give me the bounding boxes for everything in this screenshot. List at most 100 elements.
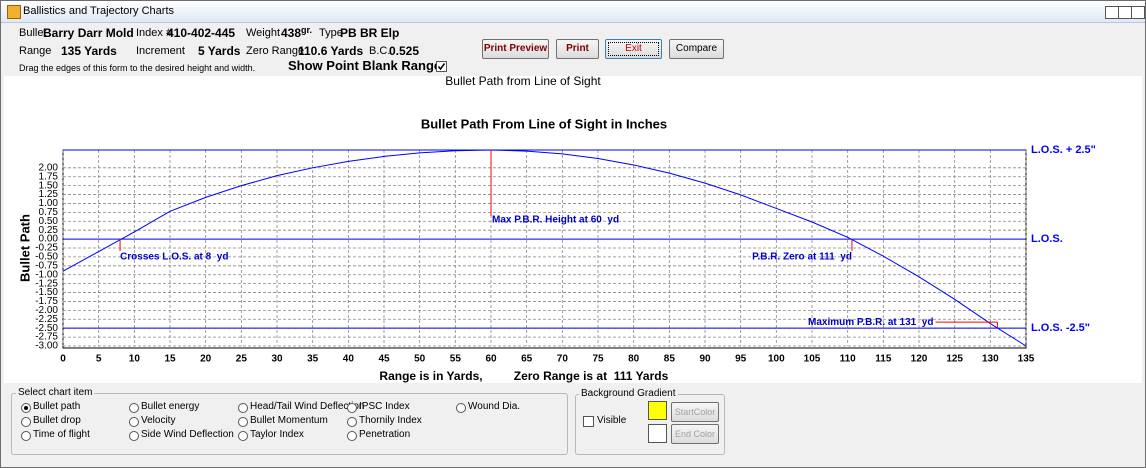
x-tick-label: 75 xyxy=(592,354,604,365)
increment-value: 5 Yards xyxy=(198,44,241,58)
exit-button[interactable]: Exit xyxy=(605,39,662,59)
chart-item-group xyxy=(11,393,568,455)
x-tick-label: 130 xyxy=(982,354,999,365)
radio-label: Bullet drop xyxy=(33,415,81,426)
show-pbr-checkbox[interactable] xyxy=(436,61,447,72)
range-value: 135 Yards xyxy=(61,44,117,58)
radio-label: Bullet Momentum xyxy=(250,415,328,426)
y-tick-label: -2.00 xyxy=(35,305,58,316)
radio-dot xyxy=(24,406,28,410)
x-axis-label: Range is in Yards, xyxy=(379,369,482,383)
window-title: Ballistics and Trajectory Charts xyxy=(23,5,174,17)
y-tick-label: -3.00 xyxy=(35,341,58,352)
type-label: Type xyxy=(319,27,343,39)
bullet-label: Bullet xyxy=(19,27,47,39)
annotation-label: Crosses L.O.S. at 8 yd xyxy=(120,252,228,263)
x-tick-label: 0 xyxy=(60,354,66,365)
y-tick-label: -1.75 xyxy=(35,296,58,307)
radio-label: Thornily Index xyxy=(359,415,422,426)
x-tick-label: 60 xyxy=(485,354,497,365)
y-axis-label: Bullet Path xyxy=(17,214,32,282)
x-tick-label: 110 xyxy=(840,354,857,365)
reference-label: L.O.S. xyxy=(1031,233,1063,245)
y-tick-label: -1.00 xyxy=(35,269,58,280)
y-tick-label: 1.25 xyxy=(39,189,59,200)
compare-button[interactable]: Compare xyxy=(669,39,724,59)
x-tick-label: 25 xyxy=(236,354,248,365)
print-preview-button[interactable]: Print Preview xyxy=(482,39,549,59)
y-tick-label: 1.00 xyxy=(39,198,59,209)
x-tick-label: 15 xyxy=(164,354,176,365)
x-tick-label: 65 xyxy=(521,354,533,365)
annotation-label: Maximum P.B.R. at 131 yd xyxy=(808,317,933,328)
x-tick-label: 10 xyxy=(129,354,141,365)
start-color-swatch[interactable] xyxy=(648,401,667,420)
radio-button[interactable] xyxy=(347,417,357,427)
radio-button[interactable] xyxy=(21,417,31,427)
radio-button[interactable] xyxy=(238,431,248,441)
y-tick-label: -0.50 xyxy=(35,252,58,263)
x-tick-label: 40 xyxy=(343,354,355,365)
x-tick-label: 50 xyxy=(414,354,426,365)
radio-button[interactable] xyxy=(238,417,248,427)
y-tick-label: -0.75 xyxy=(35,260,58,271)
type-value: PB BR Elp xyxy=(340,26,400,40)
end-color-button[interactable]: End Color xyxy=(671,424,719,444)
radio-label: Penetration xyxy=(359,429,411,440)
radio-label: Bullet energy xyxy=(141,401,200,412)
x-tick-label: 5 xyxy=(96,354,102,365)
range-label: Range xyxy=(19,45,52,57)
radio-label: Velocity xyxy=(141,415,176,426)
radio-button[interactable] xyxy=(456,403,466,413)
y-tick-label: 1.50 xyxy=(39,180,59,191)
y-tick-label: 2.00 xyxy=(39,162,59,173)
visible-checkbox[interactable] xyxy=(583,416,594,427)
chart-title: Bullet Path From Line of Sight in Inches xyxy=(421,116,667,131)
x-tick-label: 120 xyxy=(911,354,928,365)
radio-label: Wound Dia. xyxy=(468,401,521,412)
radio-button[interactable] xyxy=(347,431,357,441)
background-title: Background Gradient xyxy=(579,388,678,399)
chart: Bullet Path from Line of Sight Bullet Pa… xyxy=(4,76,1142,383)
x-tick-label: 115 xyxy=(875,354,892,365)
y-tick-label: -2.25 xyxy=(35,314,58,325)
y-tick-label: 0.50 xyxy=(39,216,59,227)
x-tick-label: 55 xyxy=(450,354,462,365)
radio-button[interactable] xyxy=(129,431,139,441)
x-tick-label: 105 xyxy=(804,354,821,365)
radio-button[interactable] xyxy=(238,403,248,413)
index-value: 410-402-445 xyxy=(167,26,236,40)
close-button[interactable] xyxy=(1131,6,1145,19)
y-tick-label: 1.75 xyxy=(39,171,59,182)
reference-label: L.O.S. -2.5" xyxy=(1031,322,1090,334)
print-button[interactable]: Print xyxy=(556,39,599,59)
radio-button[interactable] xyxy=(21,431,31,441)
title-bar xyxy=(1,1,1145,23)
radio-label: Taylor Index xyxy=(250,429,304,440)
zero-range-label: Zero Range xyxy=(246,45,305,57)
radio-button[interactable] xyxy=(129,417,139,427)
y-tick-label: 0.75 xyxy=(39,207,59,218)
radio-button[interactable] xyxy=(21,403,31,413)
end-color-swatch[interactable] xyxy=(648,424,667,443)
increment-label: Increment xyxy=(136,45,185,57)
start-color-button[interactable]: StartColor xyxy=(671,402,719,422)
y-tick-label: -2.75 xyxy=(35,332,58,343)
y-tick-label: -2.50 xyxy=(35,323,58,334)
radio-button[interactable] xyxy=(129,403,139,413)
check-mark xyxy=(437,63,446,71)
y-tick-label: 0.25 xyxy=(39,225,59,236)
minimize-button[interactable] xyxy=(1105,6,1119,19)
chart-caption: Bullet Path from Line of Sight xyxy=(445,76,601,88)
x-axis-note: Zero Range is at 111 Yards xyxy=(514,369,669,383)
index-label: Index # xyxy=(136,27,173,39)
bc-label: B.C. xyxy=(369,45,391,57)
maximize-button[interactable] xyxy=(1118,6,1132,19)
show-pbr-label: Show Point Blank Range xyxy=(288,58,442,73)
annotation-label: P.B.R. Zero at 111 yd xyxy=(752,252,852,263)
radio-label: Head/Tail Wind Deflection xyxy=(250,401,365,412)
x-tick-label: 95 xyxy=(735,354,747,365)
x-tick-label: 70 xyxy=(557,354,569,365)
x-tick-label: 85 xyxy=(664,354,676,365)
radio-button[interactable] xyxy=(347,403,357,413)
